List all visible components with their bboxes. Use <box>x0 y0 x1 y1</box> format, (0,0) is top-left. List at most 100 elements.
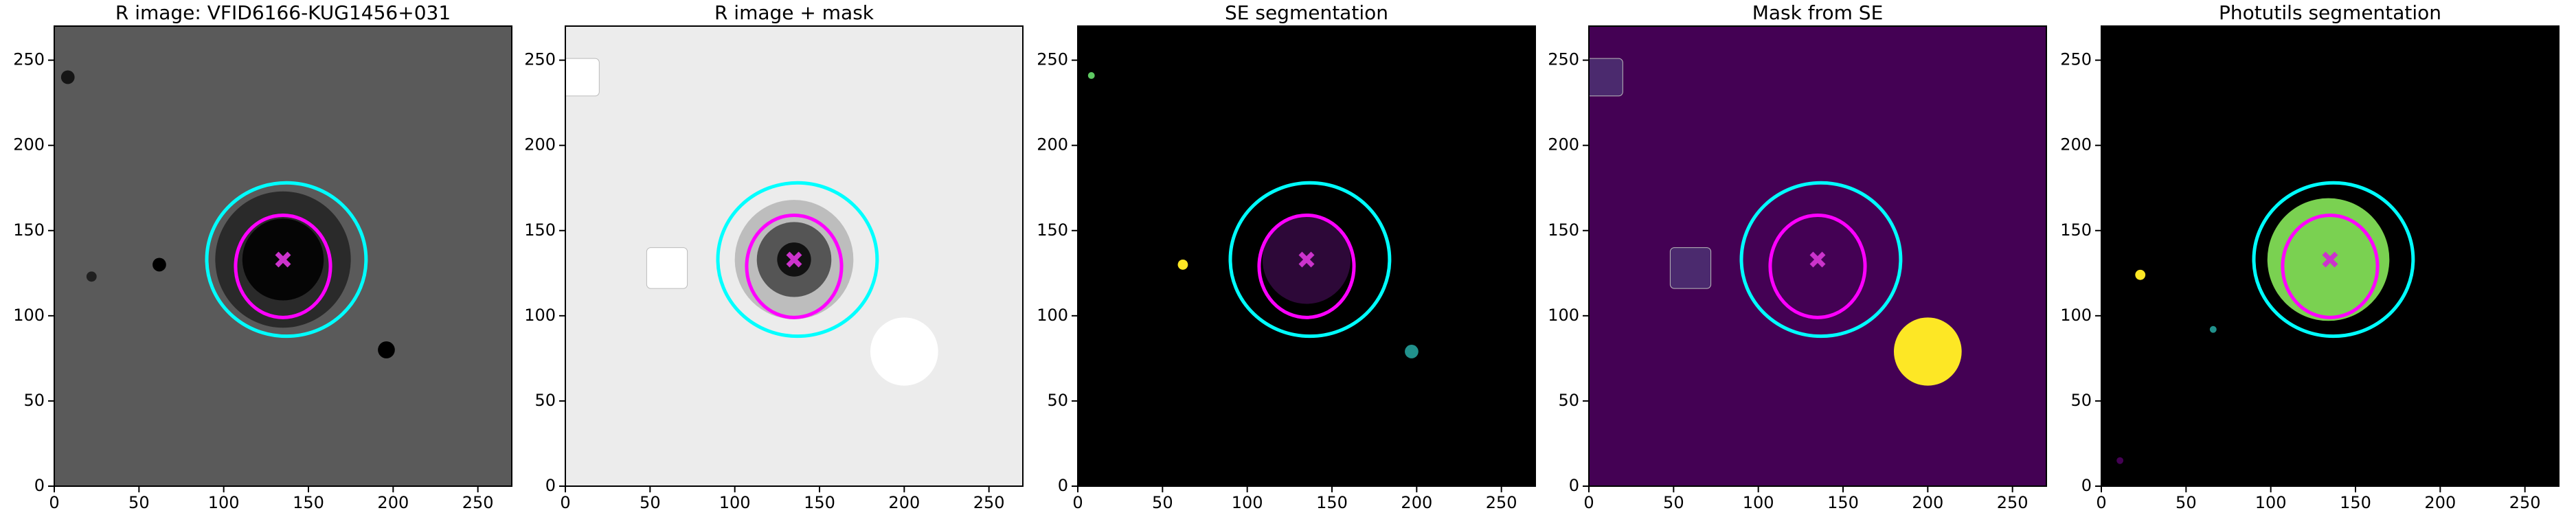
x-tick-label: 100 <box>1743 493 1774 512</box>
x-tick-label: 150 <box>804 493 835 512</box>
axes-frame <box>565 25 1024 487</box>
y-tick-label: 100 <box>2060 306 2092 325</box>
y-tick-label: 50 <box>2070 391 2092 410</box>
y-tick-label: 0 <box>1569 476 1579 495</box>
region <box>870 317 938 386</box>
region <box>1405 345 1419 358</box>
x-tick-label: 0 <box>560 493 570 512</box>
panel <box>2101 26 2559 486</box>
y-tick-label: 0 <box>2081 476 2092 495</box>
aperture-ellipse <box>1739 181 1903 339</box>
x-tick-label: 200 <box>1401 493 1432 512</box>
x-tick-label: 200 <box>1912 493 1943 512</box>
aperture-ellipse <box>1228 181 1392 339</box>
panel-title: R image + mask <box>714 1 874 24</box>
x-tick-label: 0 <box>1583 493 1594 512</box>
mask-region <box>1669 247 1712 289</box>
x-tick-label: 250 <box>1486 493 1517 512</box>
y-tick-label: 50 <box>1047 391 1068 410</box>
x-tick-label: 150 <box>2340 493 2371 512</box>
y-tick-label: 100 <box>1037 306 1068 325</box>
panel <box>1589 26 2046 486</box>
y-tick-label: 200 <box>2060 135 2092 154</box>
region <box>1894 317 1962 386</box>
y-tick-label: 150 <box>2060 220 2092 240</box>
x-tick-label: 50 <box>640 493 661 512</box>
y-tick-label: 200 <box>524 135 556 154</box>
mask-region <box>565 58 600 97</box>
x-tick-label: 0 <box>2096 493 2106 512</box>
y-tick-label: 100 <box>1548 306 1579 325</box>
axes-frame <box>1077 25 1536 487</box>
y-tick-label: 0 <box>1058 476 1068 495</box>
x-tick-label: 50 <box>128 493 150 512</box>
aperture-ellipse <box>1257 213 1356 319</box>
region <box>152 258 166 272</box>
y-tick-label: 250 <box>13 50 45 69</box>
x-tick-label: 100 <box>1232 493 1263 512</box>
region <box>2135 269 2146 280</box>
x-tick-label: 100 <box>208 493 240 512</box>
x-tick-label: 200 <box>888 493 920 512</box>
x-tick-label: 0 <box>49 493 59 512</box>
x-tick-label: 150 <box>1827 493 1859 512</box>
x-tick-label: 100 <box>2255 493 2287 512</box>
region <box>1177 259 1188 270</box>
y-tick-label: 50 <box>23 391 45 410</box>
y-tick-label: 100 <box>524 306 556 325</box>
x-tick-label: 250 <box>1997 493 2029 512</box>
y-tick-label: 150 <box>1548 220 1579 240</box>
x-tick-label: 250 <box>462 493 494 512</box>
axes-frame <box>54 25 512 487</box>
x-tick-label: 50 <box>2176 493 2197 512</box>
y-tick-label: 0 <box>34 476 45 495</box>
x-tick-label: 250 <box>973 493 1005 512</box>
region <box>86 271 97 282</box>
panel <box>565 26 1023 486</box>
region <box>378 341 395 358</box>
panel <box>54 26 512 486</box>
aperture-ellipse <box>205 181 368 339</box>
aperture-ellipse <box>716 181 879 339</box>
panel-title: SE segmentation <box>1225 1 1388 24</box>
aperture-ellipse <box>745 213 844 319</box>
center-marker <box>275 251 291 268</box>
mask-region <box>646 247 688 289</box>
x-tick-label: 200 <box>377 493 409 512</box>
y-tick-label: 200 <box>1548 135 1579 154</box>
panel-title: Mask from SE <box>1752 1 1884 24</box>
aperture-ellipse <box>234 213 332 319</box>
y-tick-label: 150 <box>13 220 45 240</box>
region <box>1087 72 1095 79</box>
panel-title: R image: VFID6166-KUG1456+031 <box>115 1 451 24</box>
x-tick-label: 150 <box>1316 493 1348 512</box>
y-tick-label: 100 <box>13 306 45 325</box>
region <box>2116 457 2124 464</box>
y-tick-label: 250 <box>1548 50 1579 69</box>
x-tick-label: 250 <box>2509 493 2541 512</box>
axes-frame <box>1588 25 2047 487</box>
y-tick-label: 50 <box>1558 391 1579 410</box>
y-tick-label: 0 <box>545 476 556 495</box>
aperture-ellipse <box>2252 181 2415 339</box>
y-tick-label: 200 <box>13 135 45 154</box>
center-marker <box>2322 251 2338 268</box>
region <box>60 70 75 84</box>
panel <box>1078 26 1535 486</box>
axes-frame <box>2101 25 2560 487</box>
y-tick-label: 250 <box>524 50 556 69</box>
aperture-ellipse <box>2281 213 2380 319</box>
image-background <box>1589 26 2046 486</box>
region <box>2209 325 2217 333</box>
y-tick-label: 50 <box>534 391 556 410</box>
center-marker <box>1809 251 1826 268</box>
x-tick-label: 50 <box>1152 493 1173 512</box>
x-tick-label: 0 <box>1072 493 1083 512</box>
y-tick-label: 200 <box>1037 135 1068 154</box>
mask-region <box>1589 58 1623 97</box>
center-marker <box>1298 251 1315 268</box>
panel-title: Photutils segmentation <box>2219 1 2441 24</box>
y-tick-label: 250 <box>1037 50 1068 69</box>
x-tick-label: 150 <box>293 493 324 512</box>
